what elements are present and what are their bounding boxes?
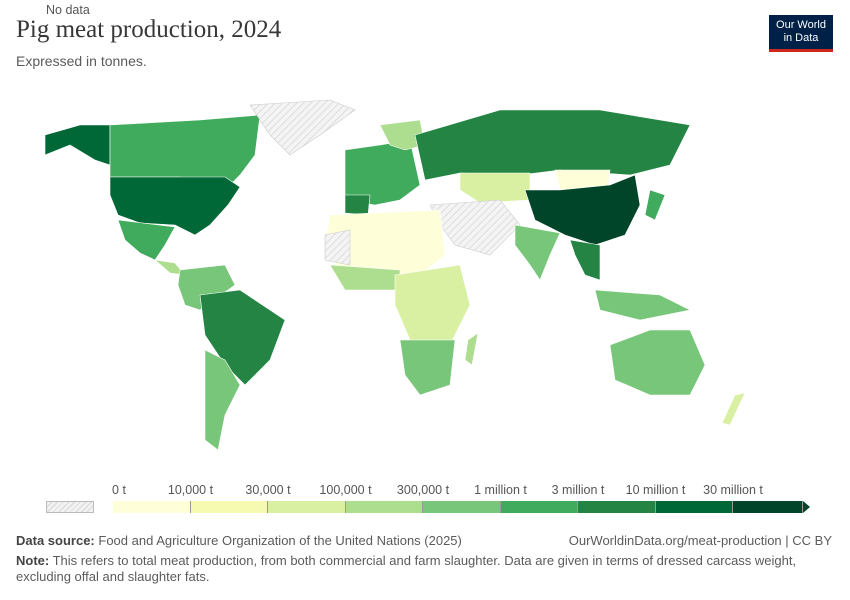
legend-arrow [802, 501, 810, 513]
data-source: Data source: Food and Agriculture Organi… [16, 533, 462, 548]
legend-label: 1 million t [474, 483, 527, 497]
legend-label: 100,000 t [319, 483, 372, 497]
region-madagascar[interactable] [464, 332, 479, 366]
region-spain[interactable] [344, 194, 371, 216]
region-greenland[interactable] [249, 99, 356, 156]
legend-bin[interactable] [578, 501, 656, 513]
source-text: Food and Agriculture Organization of the… [98, 533, 462, 548]
legend-bin[interactable] [190, 501, 268, 513]
subtitle: Expressed in tonnes. [16, 53, 147, 69]
region-united-states[interactable] [109, 176, 241, 236]
region-brazil[interactable] [199, 289, 286, 386]
region-southeast-asia[interactable] [569, 239, 601, 281]
legend-bin[interactable] [733, 501, 803, 513]
legend-label: 0 t [112, 483, 126, 497]
legend-label: 10 million t [625, 483, 686, 497]
note: Note: This refers to total meat producti… [16, 553, 816, 585]
region-central-africa[interactable] [394, 264, 471, 346]
source-url[interactable]: OurWorldinData.org/meat-production | CC … [568, 533, 832, 548]
region-mexico[interactable] [117, 219, 176, 261]
legend-label: 3 million t [551, 483, 605, 497]
region-alaska[interactable] [44, 124, 111, 166]
note-label: Note: [16, 553, 50, 568]
region-china[interactable] [524, 174, 641, 246]
region-india[interactable] [514, 224, 561, 281]
region-south-america-north[interactable] [177, 264, 236, 311]
region-indonesia[interactable] [594, 289, 691, 321]
region-japan[interactable] [644, 189, 666, 221]
note-text: This refers to total meat production, fr… [16, 553, 797, 584]
region-new-zealand[interactable] [721, 392, 746, 426]
source-label: Data source: [16, 533, 95, 548]
legend-no-data-swatch [46, 501, 94, 513]
legend-label: 30 million t [703, 483, 763, 497]
world-map [44, 99, 746, 451]
region-kazakhstan[interactable] [459, 172, 531, 204]
legend-label: 10,000 t [167, 483, 214, 497]
region-scandinavia[interactable] [379, 119, 426, 151]
owid-logo[interactable]: Our World in Data [769, 15, 833, 52]
legend-bin[interactable] [268, 501, 346, 513]
region-australia[interactable] [609, 329, 706, 396]
legend-bin[interactable] [655, 501, 733, 513]
legend-label: 300,000 t [396, 483, 450, 497]
legend-bin[interactable] [113, 501, 191, 513]
region-southern-africa[interactable] [399, 339, 456, 396]
region-sahara-nodata[interactable] [324, 229, 351, 266]
region-argentina[interactable] [204, 349, 241, 451]
legend-no-data-label: No data [46, 3, 90, 17]
legend-bin[interactable] [345, 501, 423, 513]
legend-label: 30,000 t [245, 483, 291, 497]
legend-bin[interactable] [423, 501, 501, 513]
legend-bin[interactable] [500, 501, 578, 513]
page-title: Pig meat production, 2024 [16, 16, 282, 43]
region-russia[interactable] [414, 109, 691, 181]
